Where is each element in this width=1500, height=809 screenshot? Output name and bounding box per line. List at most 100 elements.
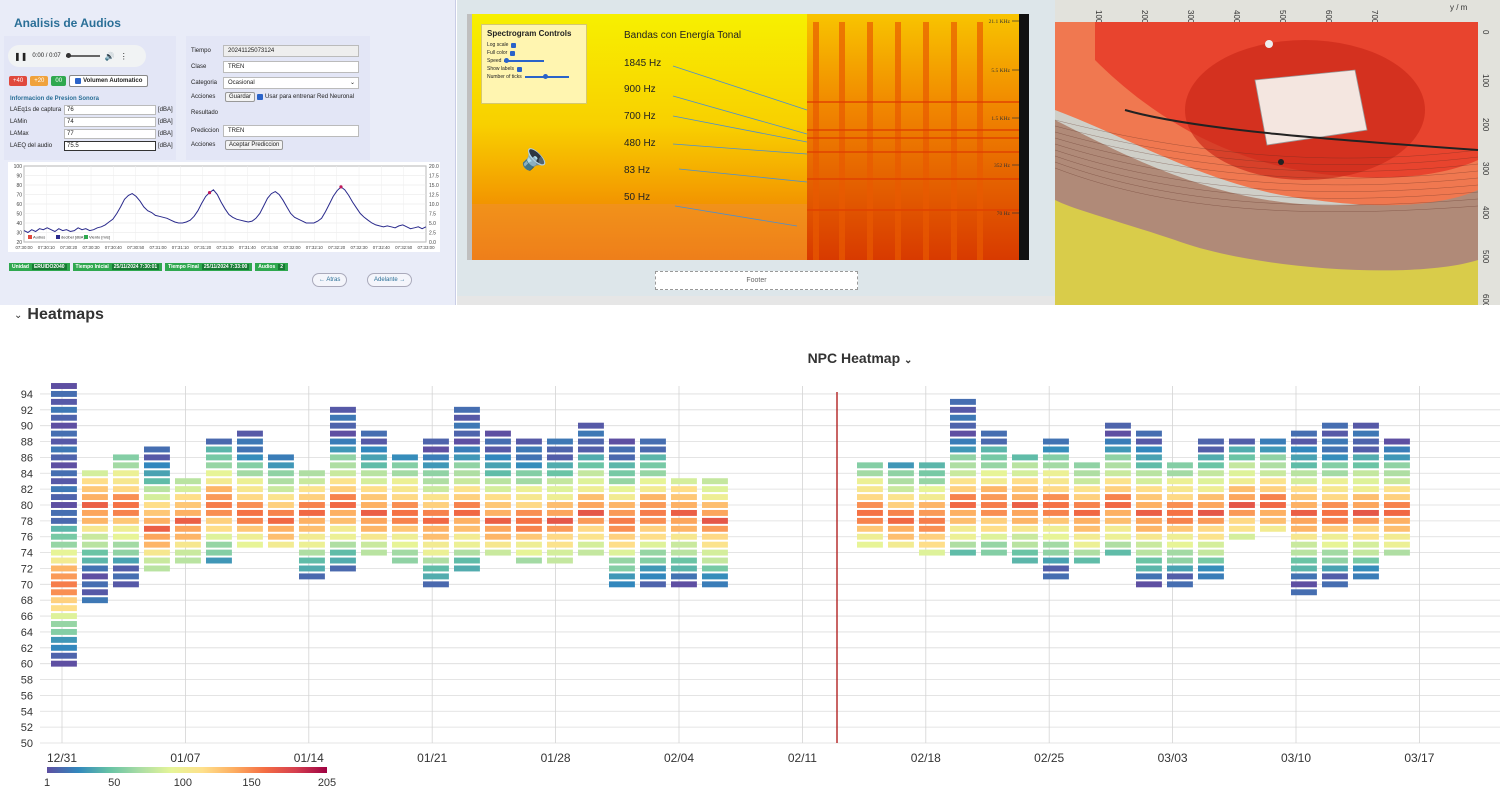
clase-input[interactable]: TREN (223, 61, 359, 73)
volume-plus20-button[interactable]: +20 (30, 76, 49, 86)
categoria-select[interactable]: Ocasional ⌄ (223, 77, 359, 89)
heatmap-cell (144, 517, 170, 524)
heatmap-cell (1167, 502, 1193, 508)
heatmap-cell (237, 525, 263, 532)
audio-player[interactable]: ❚❚ 0:00 / 0:07 🔊 ⋮ (8, 45, 146, 67)
heatmap-cell (392, 533, 418, 540)
npc-heatmap-dropdown[interactable]: NPC Heatmap ⌄ (790, 350, 930, 366)
forward-button[interactable]: Adelante → (367, 273, 413, 287)
heatmap-cell (454, 406, 480, 413)
log-scale-checkbox[interactable] (511, 42, 517, 48)
heatmap-cell (702, 557, 728, 564)
checkbox-checked-icon[interactable] (75, 78, 82, 84)
heatmap-cell (330, 517, 356, 524)
heatmap-cell (1136, 502, 1162, 508)
heatmap-cell (268, 541, 294, 548)
colorbar (47, 767, 327, 773)
heatmap-cell (113, 565, 139, 572)
back-button[interactable]: ← Atras (312, 273, 348, 287)
player-progress-slider[interactable] (65, 53, 100, 58)
heatmap-cell (392, 549, 418, 556)
laeq-capture-input[interactable]: 76 (64, 105, 156, 115)
field-row: Tiempo 20241125073124 (191, 45, 359, 57)
heatmap-cell (423, 557, 449, 564)
heatmap-cell (547, 557, 573, 564)
heatmap-cell (144, 541, 170, 548)
ruler-tick-label: 600 (1324, 10, 1333, 24)
heatmap-cell (485, 509, 511, 516)
more-options-icon[interactable]: ⋮ (119, 51, 128, 61)
heatmap-cell (423, 494, 449, 501)
heatmap-cell (671, 502, 697, 508)
show-labels-checkbox[interactable] (516, 66, 522, 72)
volume-00-button[interactable]: 00 (51, 76, 67, 86)
checkbox-checked-icon[interactable] (257, 94, 264, 100)
heatmap-cell (640, 581, 666, 588)
heatmap-cell (113, 470, 139, 477)
heatmap-cell (454, 462, 480, 469)
speed-slider[interactable] (504, 58, 545, 63)
y-tick-label: 82 (21, 484, 33, 496)
y-tick-label: 20 (16, 240, 22, 246)
heatmap-cell (82, 533, 108, 540)
aceptar-prediccion-button[interactable]: Aceptar Prediccion (225, 140, 284, 150)
heatmap-cell (1074, 549, 1100, 556)
lamax-input[interactable]: 77 (64, 129, 156, 139)
heatmap-cell (981, 462, 1007, 469)
heatmap-cell (392, 509, 418, 516)
heatmap-cell (950, 486, 976, 493)
prediccion-input[interactable]: TREN (223, 125, 359, 137)
heatmap-cell (516, 438, 542, 445)
heatmap-cell (1260, 494, 1286, 501)
volume-icon[interactable]: 🔊 (104, 51, 115, 61)
heatmap-cell (1043, 533, 1069, 540)
heatmap-cell (361, 525, 387, 532)
heatmap-cell (113, 573, 139, 580)
heatmap-cell (330, 533, 356, 540)
show-labels-row: Show labels (487, 66, 581, 72)
heatmap-cell (981, 454, 1007, 461)
heatmap-cell (113, 557, 139, 564)
y2-tick-label: 20.0 (429, 164, 439, 170)
speaker-icon[interactable]: 🔈 (521, 141, 554, 171)
heatmap-cell (1322, 486, 1348, 493)
laeq-audio-input[interactable]: 75.5 (64, 141, 156, 151)
heatmap-cell (1322, 438, 1348, 445)
lamin-input[interactable]: 74 (64, 117, 156, 127)
auto-volume-toggle[interactable]: Volumen Automatico (69, 75, 149, 87)
heatmap-cell (1353, 549, 1379, 556)
chevron-down-icon: ⌄ (349, 80, 355, 86)
heatmap-cell (1136, 533, 1162, 540)
heatmap-cell (454, 470, 480, 477)
x-tick-label: 07:32:20 (328, 245, 346, 250)
heatmap-cell (485, 470, 511, 477)
right-ruler-tick-label: 200 (1481, 118, 1490, 132)
heatmap-cell (454, 414, 480, 421)
energy-stripe (839, 22, 845, 260)
full-color-checkbox[interactable] (510, 50, 516, 56)
heatmap-cell (1012, 541, 1038, 548)
heatmap-cell (640, 565, 666, 572)
heatmap-cell (1167, 517, 1193, 524)
heatmap-cell (640, 486, 666, 493)
heatmaps-section-header[interactable]: ⌄ Heatmaps (14, 306, 104, 324)
heatmap-cell (609, 581, 635, 588)
x-tick-label: 07:33:00 (417, 245, 435, 250)
heatmap-cell (361, 438, 387, 445)
x-tick-label: 07:32:40 (373, 245, 391, 250)
heatmap-cell (423, 502, 449, 508)
pause-icon[interactable]: ❚❚ (14, 51, 28, 61)
ticks-slider[interactable] (524, 74, 569, 79)
guardar-button[interactable]: Guardar (225, 92, 256, 102)
heatmap-cell (1043, 509, 1069, 516)
heatmap-cell (1229, 470, 1255, 477)
volume-plus40-button[interactable]: +40 (9, 76, 28, 86)
chevron-down-icon[interactable]: ⌄ (14, 309, 23, 321)
heatmap-cell (640, 549, 666, 556)
tiempo-input[interactable]: 20241125073124 (223, 45, 359, 57)
heatmap-cell (640, 509, 666, 516)
heatmap-cell (888, 502, 914, 508)
heatmap-cell (392, 517, 418, 524)
heatmap-cell (144, 509, 170, 516)
heatmap-cell (702, 486, 728, 493)
